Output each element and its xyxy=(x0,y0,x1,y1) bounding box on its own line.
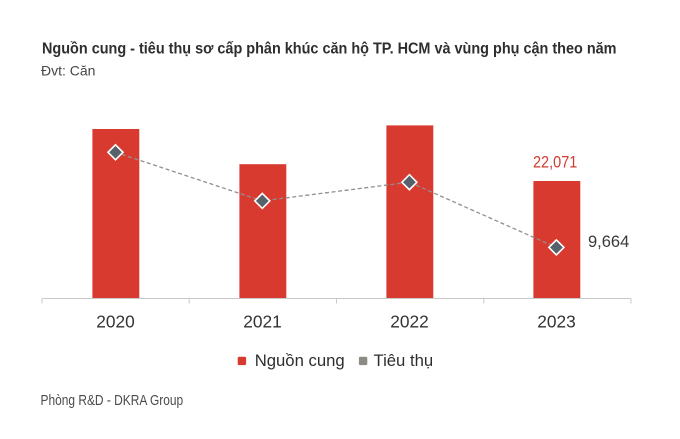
svg-text:Đvt: Căn: Đvt: Căn xyxy=(41,63,95,79)
svg-text:Nguồn cung - tiêu thụ sơ cấp p: Nguồn cung - tiêu thụ sơ cấp phân khúc c… xyxy=(42,41,617,58)
svg-text:Tiêu thụ: Tiêu thụ xyxy=(374,351,434,370)
svg-text:Nguồn cung: Nguồn cung xyxy=(255,351,345,370)
svg-text:2022: 2022 xyxy=(390,312,428,332)
svg-text:2021: 2021 xyxy=(243,312,281,332)
svg-text:Phòng R&D - DKRA Group: Phòng R&D - DKRA Group xyxy=(41,393,184,409)
svg-text:2023: 2023 xyxy=(537,312,575,332)
svg-text:9,664: 9,664 xyxy=(588,233,629,251)
svg-text:2020: 2020 xyxy=(96,312,134,332)
svg-text:22,071: 22,071 xyxy=(533,154,577,172)
